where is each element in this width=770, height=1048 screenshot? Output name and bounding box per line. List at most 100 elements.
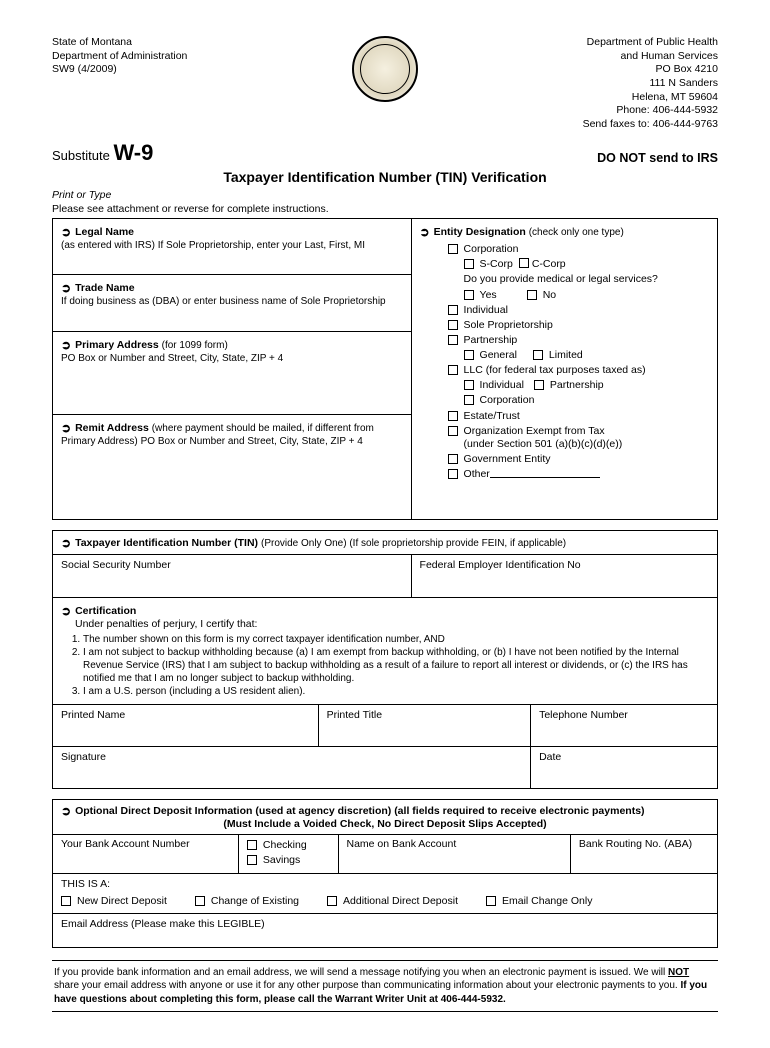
exempt-label2: (under Section 501 (a)(b)(c)(d)(e)) [464,438,623,450]
llc-corp-checkbox[interactable] [464,395,474,405]
this-is-label: THIS IS A: [61,878,709,891]
title-row: Substitute W-9 DO NOT send to IRS [52,139,718,167]
partnership-checkbox[interactable] [448,335,458,345]
tin-title: Taxpayer Identification Number (TIN) [61,537,258,549]
dd-head1: Optional Direct Deposit Information (use… [61,805,645,817]
cert-list: The number shown on this form is my corr… [83,633,709,698]
po-box: PO Box 4210 [583,63,718,77]
solep-label: Sole Proprietorship [464,319,553,332]
limited-checkbox[interactable] [533,350,543,360]
signature-row-1: Printed Name Printed Title Telephone Num… [52,705,718,747]
individual-label: Individual [464,304,508,317]
footer-p1a: If you provide bank information and an e… [54,967,668,978]
llc-ind-checkbox[interactable] [464,380,474,390]
entity-paren: (check only one type) [529,227,624,238]
form-header: State of Montana Department of Administr… [52,36,718,131]
date-field[interactable]: Date [531,747,717,788]
substitute-label: Substitute [52,148,110,163]
name-on-account-label: Name on Bank Account [347,838,457,850]
tin-header: Taxpayer Identification Number (TIN) (Pr… [53,531,717,556]
phone: Phone: 406-444-5932 [583,104,718,118]
form-code: SW9 (4/2009) [52,63,187,77]
remit-address-field[interactable]: Remit Address (where payment should be m… [53,415,411,519]
corporation-label: Corporation [464,243,519,256]
trade-name-hint: If doing business as (DBA) or enter busi… [61,296,386,307]
checking-label: Checking [263,839,307,852]
savings-checkbox[interactable] [247,855,257,865]
gov-label: Government Entity [464,453,551,466]
remit-address-hint: PO Box or Number and Street, City, State… [141,436,363,447]
savings-label: Savings [263,854,300,867]
corporation-checkbox[interactable] [448,244,458,254]
routing-field[interactable]: Bank Routing No. (ABA) [571,835,717,872]
ccorp-checkbox[interactable] [519,258,529,268]
partnership-subtype: General Limited [464,348,709,363]
legal-name-label: Legal Name [61,226,134,238]
primary-address-hint: PO Box or Number and Street, City, State… [61,353,283,364]
cert-title: Certification [61,603,709,618]
estate-checkbox[interactable] [448,411,458,421]
name-on-account-field[interactable]: Name on Bank Account [339,835,571,872]
primary-address-paren: (for 1099 form) [162,340,228,351]
primary-address-field[interactable]: Primary Address (for 1099 form) PO Box o… [53,332,411,415]
no-checkbox[interactable] [527,290,537,300]
fein-field[interactable]: Federal Employer Identification No [412,555,717,596]
individual-checkbox[interactable] [448,305,458,315]
change-label: Change of Existing [211,895,299,908]
legal-name-field[interactable]: Legal Name (as entered with IRS) If Sole… [53,219,411,276]
legal-name-hint: (as entered with IRS) If Sole Proprietor… [61,240,365,251]
other-fill[interactable] [490,468,600,478]
telephone-label: Telephone Number [539,709,628,721]
llc-option: LLC (for federal tax purposes taxed as) [448,363,709,378]
bank-account-field[interactable]: Your Bank Account Number [53,835,239,872]
signature-field[interactable]: Signature [53,747,531,788]
date-label: Date [539,751,561,763]
fax: Send faxes to: 406-444-9763 [583,118,718,132]
certification-section: Certification Under penalties of perjury… [52,598,718,705]
printed-title-label: Printed Title [327,709,382,721]
entity-designation: Entity Designation (check only one type)… [412,219,717,519]
yes-checkbox[interactable] [464,290,474,300]
email-field[interactable]: Email Address (Please make this LEGIBLE) [53,914,717,947]
printed-name-field[interactable]: Printed Name [53,705,319,746]
medlegal-label: Do you provide medical or legal services… [464,273,658,286]
other-checkbox[interactable] [448,469,458,479]
scorp-checkbox[interactable] [464,259,474,269]
email-only-label: Email Change Only [502,895,592,908]
fein-label: Federal Employer Identification No [420,559,581,571]
printed-name-label: Printed Name [61,709,125,721]
ssn-field[interactable]: Social Security Number [53,555,412,596]
state-line: State of Montana [52,36,187,50]
new-dd-checkbox[interactable] [61,896,71,906]
general-checkbox[interactable] [464,350,474,360]
footer-notice: If you provide bank information and an e… [52,960,718,1013]
llc-checkbox[interactable] [448,365,458,375]
solep-checkbox[interactable] [448,320,458,330]
exempt-checkbox[interactable] [448,426,458,436]
printed-title-field[interactable]: Printed Title [319,705,531,746]
dd-header: Optional Direct Deposit Information (use… [53,800,717,835]
direct-deposit-section: Optional Direct Deposit Information (use… [52,799,718,948]
addl-checkbox[interactable] [327,896,337,906]
other-label: Other [464,468,490,481]
partnership-label: Partnership [464,334,518,347]
gov-checkbox[interactable] [448,454,458,464]
primary-address-label: Primary Address [61,339,159,351]
w9-label: W-9 [113,140,153,165]
footer-p1b: share your email address with anyone or … [54,980,680,991]
header-left: State of Montana Department of Administr… [52,36,187,77]
entity-list: Corporation S-Corp C-Corp Do you provide… [420,242,709,482]
llc-ind-label: Individual [480,379,524,392]
llc-part-checkbox[interactable] [534,380,544,390]
trade-name-field[interactable]: Trade Name If doing business as (DBA) or… [53,275,411,332]
email-label: Email Address (Please make this LEGIBLE) [61,918,265,930]
change-checkbox[interactable] [195,896,205,906]
addl-label: Additional Direct Deposit [343,895,458,908]
email-only-checkbox[interactable] [486,896,496,906]
llc-subtype2: Corporation [464,393,709,408]
telephone-field[interactable]: Telephone Number [531,705,717,746]
tin-hint: (Provide Only One) (If sole proprietorsh… [261,538,566,549]
cert-item-2: I am not subject to backup withholding b… [83,646,709,685]
checking-checkbox[interactable] [247,840,257,850]
trade-name-label: Trade Name [61,282,135,294]
